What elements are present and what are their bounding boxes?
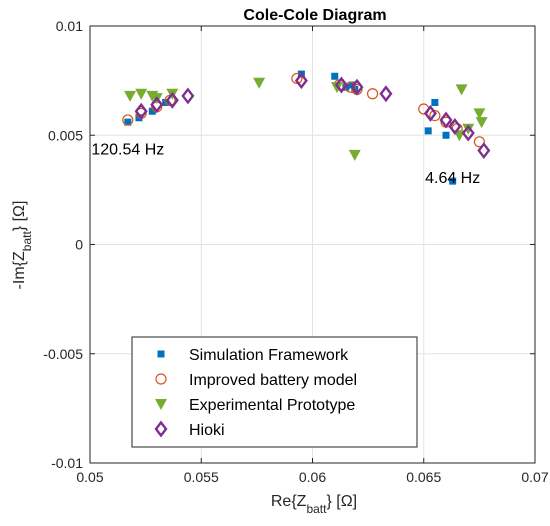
y-tick-label: 0	[75, 237, 83, 253]
data-point-circle	[473, 136, 485, 148]
y-tick-label: -0.01	[51, 455, 83, 471]
x-axis-title: Re{Zbatt} [Ω]	[271, 493, 357, 516]
data-point-triangle-down	[455, 84, 468, 96]
y-tick-label: 0.01	[56, 18, 83, 34]
data-point-diamond	[134, 102, 148, 120]
data-point-square	[331, 72, 339, 80]
data-point-diamond	[477, 142, 491, 160]
legend: Simulation Framework Improved battery mod…	[131, 336, 418, 448]
frequency-annotation: 4.64 Hz	[425, 170, 480, 187]
data-point-triangle-down	[124, 90, 137, 102]
data-point-diamond	[181, 87, 195, 105]
legend-marker-diamond	[154, 420, 168, 438]
axis-ticks: 0.05 0.055 0.06 0.065 0.07 -0.01 -0.005 0 0.005 0…	[43, 18, 549, 485]
data-point-triangle-down	[253, 77, 266, 89]
data-point-circle	[122, 114, 134, 126]
series-diamond	[134, 72, 491, 160]
data-point-triangle-down	[330, 82, 343, 94]
y-axis-title-main: -Im{Z	[11, 251, 28, 289]
data-points	[122, 70, 491, 185]
x-tick-label: 0.05	[76, 469, 103, 485]
data-point-circle	[366, 88, 379, 100]
data-point-diamond	[379, 85, 393, 103]
data-point-diamond	[448, 118, 462, 135]
annotations: 120.54 Hz 4.64 Hz	[91, 141, 480, 186]
y-tick-label: -0.005	[43, 346, 83, 362]
data-point-triangle-down	[473, 108, 486, 120]
legend-label: Experimental Prototype	[189, 397, 355, 414]
data-point-square	[424, 127, 432, 135]
x-axis-title-main: Re{Z	[271, 493, 307, 510]
legend-marker-circle	[155, 373, 167, 385]
data-point-diamond	[439, 111, 453, 129]
chart-title: Cole-Cole Diagram	[243, 7, 386, 24]
data-point-triangle-down	[348, 149, 361, 161]
x-tick-label: 0.065	[406, 469, 441, 485]
data-point-diamond	[423, 104, 437, 122]
legend-label: Simulation Framework	[189, 347, 349, 364]
x-tick-label: 0.07	[521, 469, 548, 485]
data-point-triangle-down	[475, 117, 488, 129]
legend-marker-square	[157, 350, 165, 358]
legend-label: Hioki	[189, 422, 225, 439]
x-tick-label: 0.055	[184, 469, 219, 485]
y-axis-title: -Im{Zbatt} [Ω]	[11, 201, 34, 290]
data-point-square	[431, 98, 439, 106]
data-point-diamond	[350, 78, 364, 96]
y-axis-title-subscript: batt	[20, 231, 34, 252]
data-point-square	[148, 107, 156, 115]
x-axis-title-tail: } [Ω]	[326, 493, 357, 510]
data-point-diamond	[150, 96, 164, 114]
data-point-circle	[291, 72, 303, 85]
data-point-square	[449, 177, 457, 185]
y-axis-title-tail: } [Ω]	[11, 201, 28, 232]
data-point-triangle-down	[135, 88, 148, 100]
data-point-square	[124, 118, 132, 126]
legend-label: Improved battery model	[189, 372, 357, 389]
data-point-square	[442, 131, 450, 139]
data-point-circle	[429, 109, 441, 122]
y-tick-label: 0.005	[48, 127, 83, 143]
data-point-triangle-down	[462, 123, 475, 135]
legend-box	[131, 336, 418, 448]
data-point-diamond	[165, 91, 179, 109]
x-tick-label: 0.06	[299, 469, 326, 485]
data-point-diamond	[294, 72, 308, 90]
data-point-diamond	[334, 76, 348, 94]
legend-marker-triangle-down	[155, 399, 167, 410]
frequency-annotation: 120.54 Hz	[91, 141, 164, 158]
data-point-diamond	[461, 124, 475, 142]
x-axis-title-subscript: batt	[306, 502, 327, 516]
